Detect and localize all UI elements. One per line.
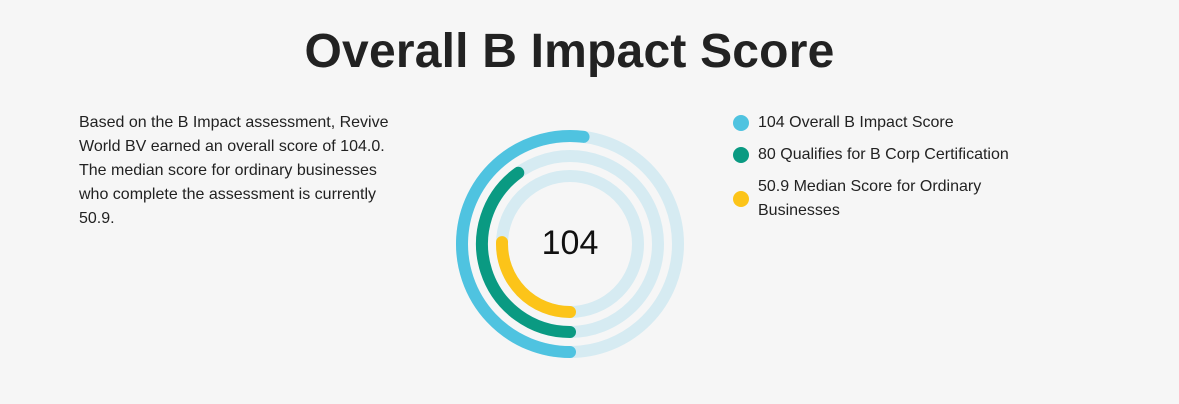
legend-dot-icon <box>733 147 749 163</box>
legend-item-overall: 104 Overall B Impact Score <box>733 111 1033 135</box>
legend-label: 50.9 Median Score for Ordinary Businesse… <box>758 178 982 219</box>
page-title: Overall B Impact Score <box>304 25 835 78</box>
legend-item-median: 50.9 Median Score for Ordinary Businesse… <box>733 175 1033 223</box>
radial-chart-svg: 104 <box>456 130 684 358</box>
legend-label: 80 Qualifies for B Corp Certification <box>758 146 1009 163</box>
arc-median <box>496 236 576 318</box>
center-score-label: 104 <box>542 224 599 262</box>
arc-certification <box>476 166 576 338</box>
legend-label: 104 Overall B Impact Score <box>758 114 954 131</box>
legend-item-certification: 80 Qualifies for B Corp Certification <box>733 143 1033 167</box>
chart-arcs <box>456 130 590 358</box>
arc-overall <box>456 130 590 358</box>
radial-score-chart: 104 <box>450 124 690 364</box>
chart-legend: 104 Overall B Impact Score 80 Qualifies … <box>733 111 1033 231</box>
score-description: Based on the B Impact assessment, Revive… <box>79 114 389 227</box>
legend-dot-icon <box>733 115 749 131</box>
legend-dot-icon <box>733 191 749 207</box>
